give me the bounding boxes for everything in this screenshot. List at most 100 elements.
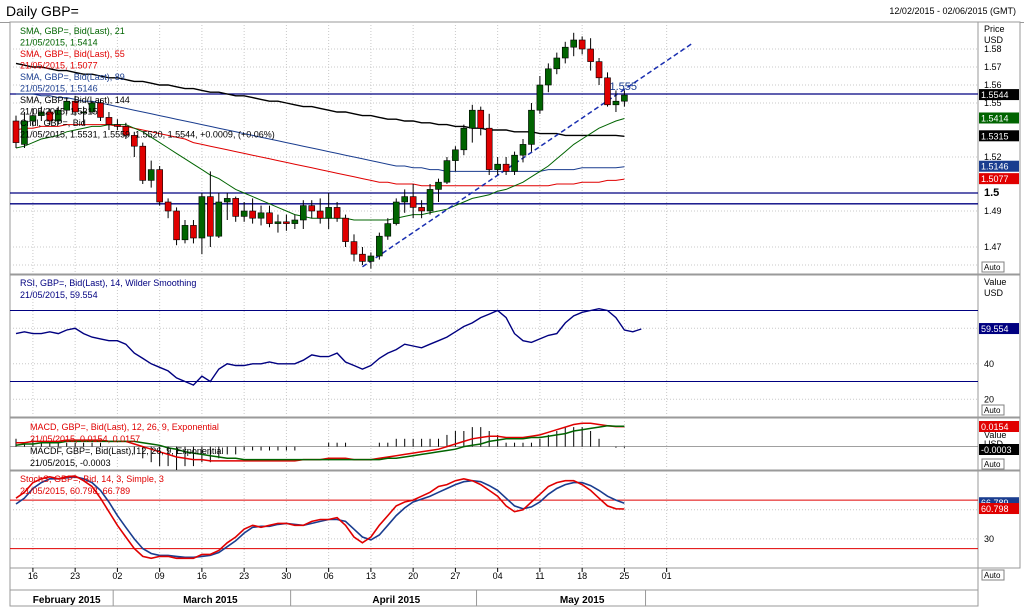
candle-body bbox=[80, 111, 87, 114]
rsi-title: RSI, GBP=, Bid(Last), 14, Wilder Smoothi… bbox=[20, 278, 196, 288]
rsi-legend-value: 21/05/2015, 59.554 bbox=[20, 290, 98, 300]
candle-body bbox=[604, 77, 611, 106]
stoch-title: StochS, GBP=, Bid, 14, 3, Simple, 3 bbox=[20, 474, 164, 484]
legend-entry: 21/05/2015, 1.5315 bbox=[20, 107, 98, 117]
macdf-legend-value: 21/05/2015, -0.0003 bbox=[30, 458, 111, 468]
value-axis-1 bbox=[977, 274, 1021, 418]
level-label: 1.555 bbox=[610, 81, 638, 93]
rsi-value-label-bg bbox=[979, 323, 1019, 335]
candle-body bbox=[359, 253, 366, 262]
day-tick-label: 30 bbox=[281, 571, 291, 581]
candle-body bbox=[578, 39, 586, 50]
day-tick-label: 11 bbox=[535, 571, 544, 581]
candle-body bbox=[409, 196, 417, 208]
day-tick-label: 16 bbox=[28, 571, 38, 581]
candle-body bbox=[257, 212, 265, 219]
legend-entry: 21/05/2015, 1.5531, 1.5559, 1.5520, 1.55… bbox=[20, 130, 275, 140]
candle-body bbox=[528, 109, 535, 145]
candle-body bbox=[308, 205, 316, 212]
candle-body bbox=[38, 111, 45, 116]
price-tick-label: 1.57 bbox=[984, 62, 1002, 72]
candle-body bbox=[519, 144, 527, 156]
auto-scale-label: Auto bbox=[984, 406, 1001, 415]
macd-signal-line bbox=[15, 425, 625, 461]
candle-body bbox=[612, 100, 620, 106]
stoch-value-label: 60.798 bbox=[981, 504, 1009, 514]
legend-entry: 21/05/2015, 1.5146 bbox=[20, 84, 98, 94]
day-tick-label: 01 bbox=[662, 571, 672, 581]
value-axis-3 bbox=[977, 470, 1021, 569]
month-label: April 2015 bbox=[372, 595, 420, 606]
candle-body bbox=[333, 207, 341, 219]
candle-body bbox=[131, 135, 138, 147]
date-range: 12/02/2015 - 02/06/2015 (GMT) bbox=[889, 6, 1016, 16]
auto-scale-button[interactable] bbox=[981, 569, 1005, 581]
candle-body bbox=[223, 198, 231, 203]
price-value-label-bg bbox=[979, 130, 1019, 142]
month-label: March 2015 bbox=[183, 595, 238, 606]
axis-header: USD bbox=[984, 35, 1004, 45]
candle-body bbox=[587, 48, 594, 62]
candle-body bbox=[54, 109, 62, 122]
candle-body bbox=[494, 163, 501, 170]
candle-body bbox=[114, 124, 121, 127]
candle-body bbox=[418, 207, 425, 212]
price-value-label: 1.5146 bbox=[981, 162, 1009, 172]
auto-scale-label: Auto bbox=[984, 571, 1001, 580]
candle-body bbox=[460, 127, 468, 151]
candle-body bbox=[350, 241, 358, 255]
auto-scale-button[interactable] bbox=[981, 261, 1005, 273]
sma89-line bbox=[16, 93, 625, 172]
axis-header: Price bbox=[984, 24, 1005, 34]
price-value-label-bg bbox=[979, 173, 1019, 185]
day-tick-label: 16 bbox=[197, 571, 207, 581]
rsi-tick-label: 40 bbox=[984, 359, 994, 369]
candle-body bbox=[392, 201, 400, 224]
panel-frame-0 bbox=[9, 21, 979, 275]
candle-body bbox=[299, 205, 307, 221]
candle-body bbox=[468, 109, 476, 129]
time-axis bbox=[9, 567, 979, 607]
rsi-line bbox=[15, 307, 642, 386]
day-tick-label: 04 bbox=[493, 571, 503, 581]
auto-scale-button[interactable] bbox=[981, 404, 1005, 416]
macdf-value-label: -0.0003 bbox=[981, 445, 1012, 455]
legend-entry: SMA, GBP=, Bid(Last), 89 bbox=[20, 72, 125, 82]
day-tick-label: 20 bbox=[408, 571, 418, 581]
candle-body bbox=[316, 210, 324, 219]
price-value-label-bg bbox=[979, 112, 1019, 124]
month-label: May 2015 bbox=[560, 595, 605, 606]
price-tick-label: 1.58 bbox=[984, 44, 1002, 54]
candle-body bbox=[71, 100, 79, 113]
auto-scale-button[interactable] bbox=[981, 458, 1005, 470]
candle-body bbox=[561, 46, 569, 59]
candle-body bbox=[545, 68, 552, 86]
price-tick-label: 1.55 bbox=[984, 98, 1002, 108]
price-tick-label: 1.52 bbox=[984, 152, 1002, 162]
candle-body bbox=[122, 126, 130, 136]
day-tick-label: 13 bbox=[366, 571, 376, 581]
panel-frame-1 bbox=[9, 274, 979, 418]
candle-body bbox=[139, 145, 147, 181]
candle-body bbox=[240, 210, 248, 217]
day-tick-label: 23 bbox=[70, 571, 80, 581]
candle-body bbox=[97, 102, 104, 118]
candle-body bbox=[291, 219, 299, 224]
candle-body bbox=[274, 221, 282, 224]
macd-title: MACD, GBP=, Bid(Last), 12, 26, 9, Expone… bbox=[30, 422, 219, 432]
legend-entry: Cndl, GBP=, Bid bbox=[20, 118, 86, 128]
price-tick-label: 1.56 bbox=[984, 80, 1002, 90]
candle-body bbox=[198, 196, 206, 239]
day-tick-label: 06 bbox=[324, 571, 334, 581]
legend-entry: SMA, GBP=, Bid(Last), 55 bbox=[20, 49, 125, 59]
panel-frame-2 bbox=[9, 417, 979, 471]
candle-body bbox=[595, 61, 603, 79]
candle-body bbox=[283, 221, 290, 224]
candle-body bbox=[12, 120, 20, 143]
trendline bbox=[362, 42, 693, 268]
candle-body bbox=[164, 201, 172, 212]
candle-body bbox=[342, 217, 349, 242]
legend-entry: SMA, GBP=, Bid(Last), 144 bbox=[20, 95, 130, 105]
candle-body bbox=[156, 169, 163, 203]
